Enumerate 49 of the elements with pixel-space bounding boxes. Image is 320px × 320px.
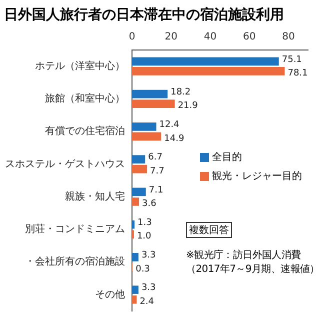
bar bbox=[132, 198, 140, 206]
data-label: 0.3 bbox=[136, 264, 150, 274]
bar bbox=[132, 122, 156, 131]
y-tick-label: 旅館（和室中心） bbox=[45, 92, 125, 105]
bar bbox=[132, 132, 162, 141]
bar bbox=[132, 57, 279, 66]
data-label: 1.3 bbox=[138, 218, 152, 228]
bar bbox=[132, 67, 285, 76]
y-tick-label: ホテル（洋室中心） bbox=[35, 60, 125, 72]
data-label: 14.9 bbox=[164, 134, 184, 144]
data-label: 21.9 bbox=[178, 101, 198, 112]
y-tick-label: 親族・知人宅 bbox=[65, 190, 125, 202]
bar bbox=[132, 295, 137, 304]
y-tick-label: その他 bbox=[95, 288, 125, 300]
bar bbox=[132, 164, 148, 174]
legend-label: 全目的 bbox=[212, 151, 242, 164]
bar bbox=[132, 286, 138, 294]
y-tick-label: スホステル・ゲストハウス bbox=[5, 158, 125, 170]
legend-label: 観光・レジャー目的 bbox=[212, 170, 302, 183]
x-tick-label: 0 bbox=[128, 32, 136, 43]
data-label: 18.2 bbox=[170, 87, 191, 98]
data-label: 75.1 bbox=[282, 54, 302, 65]
bar bbox=[132, 155, 146, 164]
bar bbox=[132, 90, 168, 98]
data-label: 7.1 bbox=[148, 185, 164, 196]
data-label: 7.7 bbox=[150, 166, 164, 176]
data-label: 78.1 bbox=[288, 68, 308, 79]
x-tick-label: 40 bbox=[204, 32, 217, 43]
data-label: 12.4 bbox=[159, 120, 180, 130]
x-tick-label: 80 bbox=[282, 32, 295, 43]
data-label: 1.0 bbox=[136, 232, 152, 242]
bar bbox=[132, 220, 135, 229]
annotation: ※観光庁：訪日外国人消費 bbox=[186, 248, 302, 262]
chart-title: 日外国人旅行者の日本滞在中の宿泊施設利用 bbox=[4, 6, 284, 24]
y-tick-label: ・会社所有の宿泊施設 bbox=[25, 256, 125, 268]
annotation: 複数回答 bbox=[186, 222, 232, 238]
y-tick-label: 別荘・コンドミニアム bbox=[25, 223, 125, 236]
data-label: 6.7 bbox=[148, 152, 162, 163]
data-label: 3.3 bbox=[141, 283, 156, 294]
bar bbox=[132, 188, 146, 196]
bar bbox=[132, 100, 175, 108]
x-tick-label: 60 bbox=[242, 32, 256, 43]
annotation: （2017年7～9月期、速報値） bbox=[186, 262, 320, 276]
data-label: 3.3 bbox=[141, 250, 156, 261]
y-tick-label: 有償での住宅宿泊 bbox=[45, 125, 125, 138]
data-label: 3.6 bbox=[142, 199, 157, 210]
bar bbox=[132, 253, 138, 262]
x-tick-label: 20 bbox=[164, 32, 178, 43]
data-label: 2.4 bbox=[140, 296, 154, 307]
